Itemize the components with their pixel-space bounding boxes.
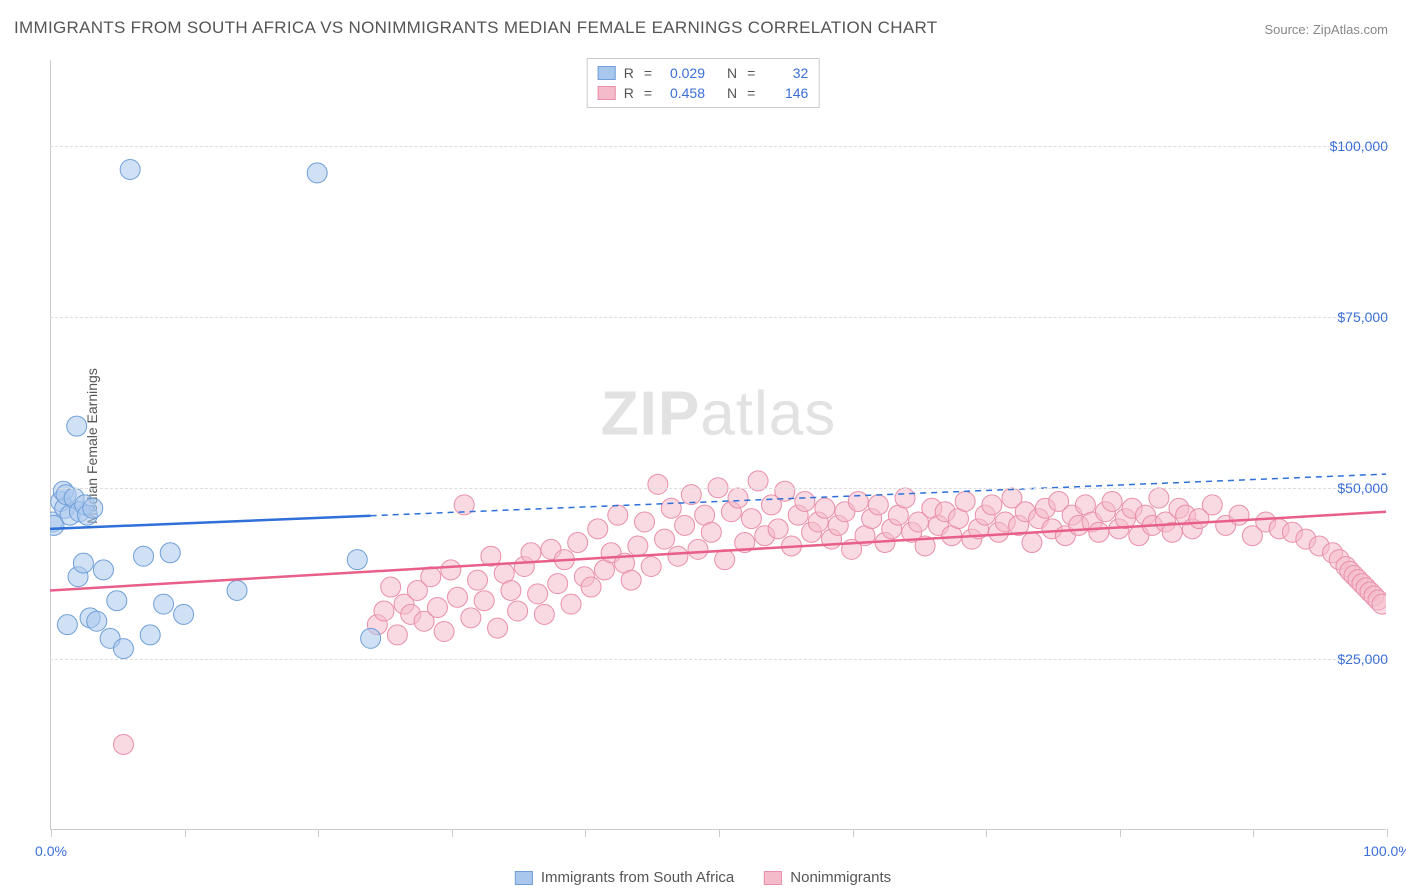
gridline	[50, 146, 1386, 147]
y-tick-label: $100,000	[1330, 138, 1388, 154]
x-tick	[185, 829, 186, 837]
r-value-0: 0.029	[660, 63, 705, 83]
legend-label-1: Nonimmigrants	[790, 869, 891, 886]
x-tick	[318, 829, 319, 837]
eq-sign-2: =	[747, 63, 755, 83]
chart-title: IMMIGRANTS FROM SOUTH AFRICA VS NONIMMIG…	[14, 18, 937, 38]
x-tick-label: 0.0%	[35, 843, 67, 859]
n-value-1: 146	[763, 83, 808, 103]
n-label: N	[727, 63, 737, 83]
x-tick	[1387, 829, 1388, 837]
x-tick	[1120, 829, 1121, 837]
gridline	[50, 659, 1386, 660]
y-tick-label: $25,000	[1337, 651, 1388, 667]
x-tick	[585, 829, 586, 837]
plot-area: ZIPatlas 0.0%100.0%	[50, 60, 1386, 830]
x-tick	[853, 829, 854, 837]
stats-row-1: R = 0.458 N = 146	[598, 83, 809, 103]
correlation-chart: IMMIGRANTS FROM SOUTH AFRICA VS NONIMMIG…	[0, 0, 1406, 892]
legend-item-1: Nonimmigrants	[764, 869, 891, 886]
watermark: ZIPatlas	[601, 378, 836, 449]
y-tick-label: $75,000	[1337, 309, 1388, 325]
series-legend: Immigrants from South Africa Nonimmigran…	[515, 869, 891, 886]
gridline	[50, 488, 1386, 489]
r-value-1: 0.458	[660, 83, 705, 103]
stats-row-0: R = 0.029 N = 32	[598, 63, 809, 83]
swatch-series-0	[598, 66, 616, 80]
watermark-bold: ZIP	[601, 379, 700, 448]
swatch-series-1-icon	[764, 871, 782, 885]
eq-sign: =	[644, 63, 652, 83]
swatch-series-1	[598, 86, 616, 100]
eq-sign-4: =	[747, 83, 755, 103]
x-tick	[51, 829, 52, 837]
stats-legend: R = 0.029 N = 32 R = 0.458 N = 146	[587, 58, 820, 108]
n-value-0: 32	[763, 63, 808, 83]
eq-sign-3: =	[644, 83, 652, 103]
swatch-series-0-icon	[515, 871, 533, 885]
legend-item-0: Immigrants from South Africa	[515, 869, 734, 886]
n-label-1: N	[727, 83, 737, 103]
x-tick	[986, 829, 987, 837]
legend-label-0: Immigrants from South Africa	[541, 869, 734, 886]
y-tick-label: $50,000	[1337, 480, 1388, 496]
x-tick-label: 100.0%	[1363, 843, 1406, 859]
source-attribution: Source: ZipAtlas.com	[1264, 22, 1388, 37]
x-tick	[719, 829, 720, 837]
r-label-1: R	[624, 83, 634, 103]
r-label: R	[624, 63, 634, 83]
x-tick	[1253, 829, 1254, 837]
gridline	[50, 317, 1386, 318]
x-tick	[452, 829, 453, 837]
watermark-light: atlas	[700, 379, 836, 448]
